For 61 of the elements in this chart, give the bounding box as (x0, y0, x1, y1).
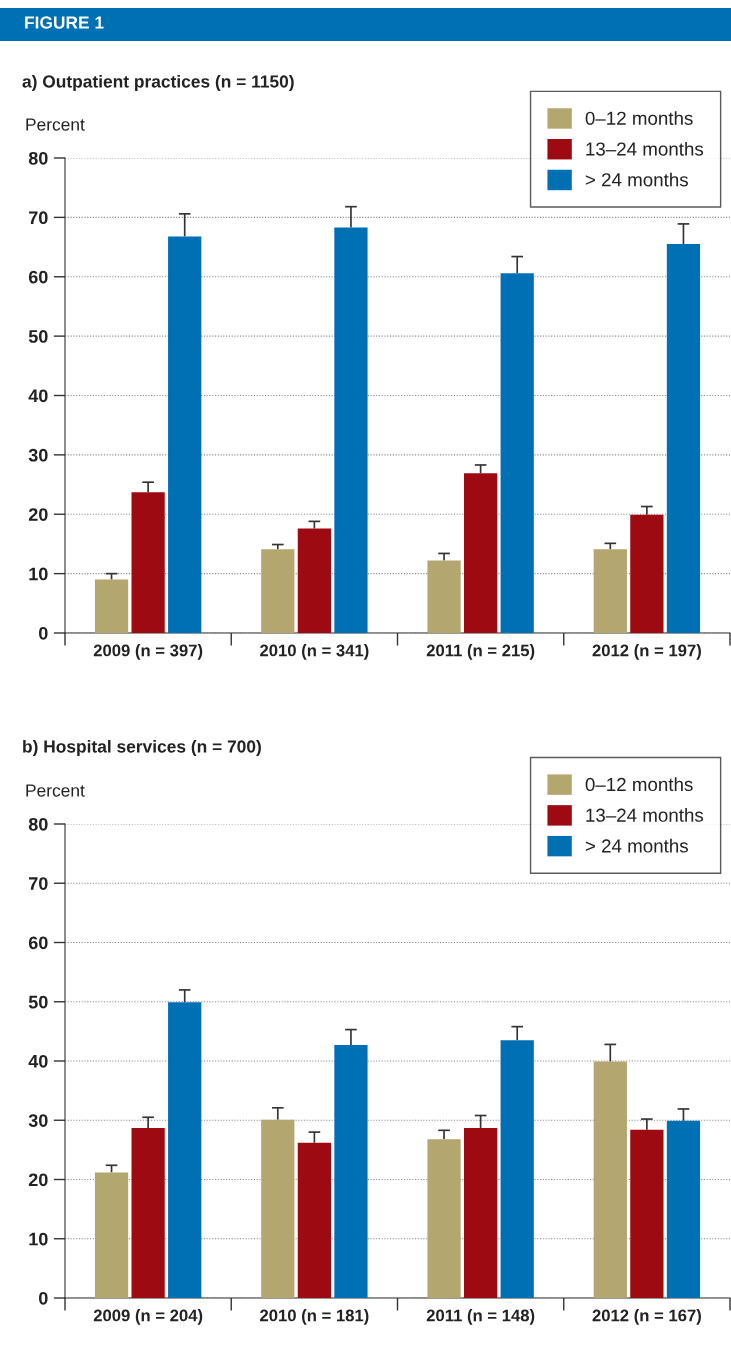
bar (297, 528, 331, 633)
bar (630, 1129, 664, 1298)
legend-label: 0–12 months (585, 777, 693, 792)
y-tick-label: 10 (29, 567, 48, 581)
y-tick-label: 50 (28, 330, 48, 343)
y-tick-label: 30 (28, 1114, 48, 1127)
y-tick-label: 30 (28, 448, 48, 462)
bar (131, 1127, 165, 1298)
x-tick-label: 2009 (n = 397) (93, 644, 203, 660)
x-tick-label: 2010 (n = 181) (260, 1309, 369, 1325)
bar (427, 1139, 461, 1298)
y-tick-label: 40 (28, 1054, 48, 1068)
bar (94, 1172, 129, 1298)
y-tick-label: 80 (28, 817, 48, 831)
x-tick-label: 2012 (n = 197) (592, 644, 701, 660)
caption: FIGURE 1 (25, 16, 104, 29)
y-tick-label: 70 (29, 211, 48, 225)
bar (261, 549, 295, 633)
bar (334, 227, 368, 633)
bar (500, 1040, 534, 1298)
bar (297, 1142, 331, 1298)
x-tick-label: 2010 (n = 341) (260, 644, 369, 660)
y-axis-title: Percent (26, 784, 85, 797)
legend-label: 0–12 months (585, 111, 693, 125)
bar (168, 236, 202, 633)
bar (593, 549, 627, 633)
y-tick-label: 60 (28, 936, 48, 950)
bar (94, 579, 129, 633)
bar (464, 473, 498, 633)
chart-title: b) Hospital services (n = 700) (23, 739, 261, 757)
bar (500, 273, 534, 633)
x-tick-label: 2011 (n = 148) (426, 1309, 535, 1325)
x-tick-label: 2009 (n = 204) (93, 1309, 203, 1325)
bar (427, 560, 461, 633)
y-axis-title: Percent (26, 118, 85, 131)
bar (464, 1127, 498, 1298)
legend-label: 13–24 months (586, 141, 704, 156)
bar (168, 1002, 202, 1298)
x-tick-label: 2012 (n = 167) (592, 1309, 701, 1325)
y-tick-label: 10 (29, 1232, 48, 1246)
bar (630, 514, 664, 633)
y-tick-label: 40 (28, 389, 48, 403)
bar (666, 1120, 701, 1298)
y-tick-label: 80 (28, 151, 48, 165)
legend-label: > 24 months (585, 172, 688, 187)
bar (593, 1061, 627, 1298)
y-tick-label: 0 (39, 626, 48, 640)
chart-title: a) Outpatient practices (n = 1150) (22, 74, 294, 92)
legend-label: 13–24 months (586, 808, 704, 822)
legend-label: > 24 months (585, 838, 688, 853)
bar (666, 244, 701, 633)
y-tick-label: 0 (39, 1291, 48, 1305)
bar (334, 1045, 368, 1298)
bar (261, 1119, 295, 1298)
y-tick-label: 20 (28, 508, 48, 521)
y-tick-label: 70 (29, 877, 48, 890)
bar (131, 492, 165, 633)
x-tick-label: 2011 (n = 215) (426, 644, 535, 660)
y-tick-label: 20 (28, 1173, 48, 1187)
y-tick-label: 60 (28, 270, 48, 284)
y-tick-label: 50 (28, 995, 48, 1009)
